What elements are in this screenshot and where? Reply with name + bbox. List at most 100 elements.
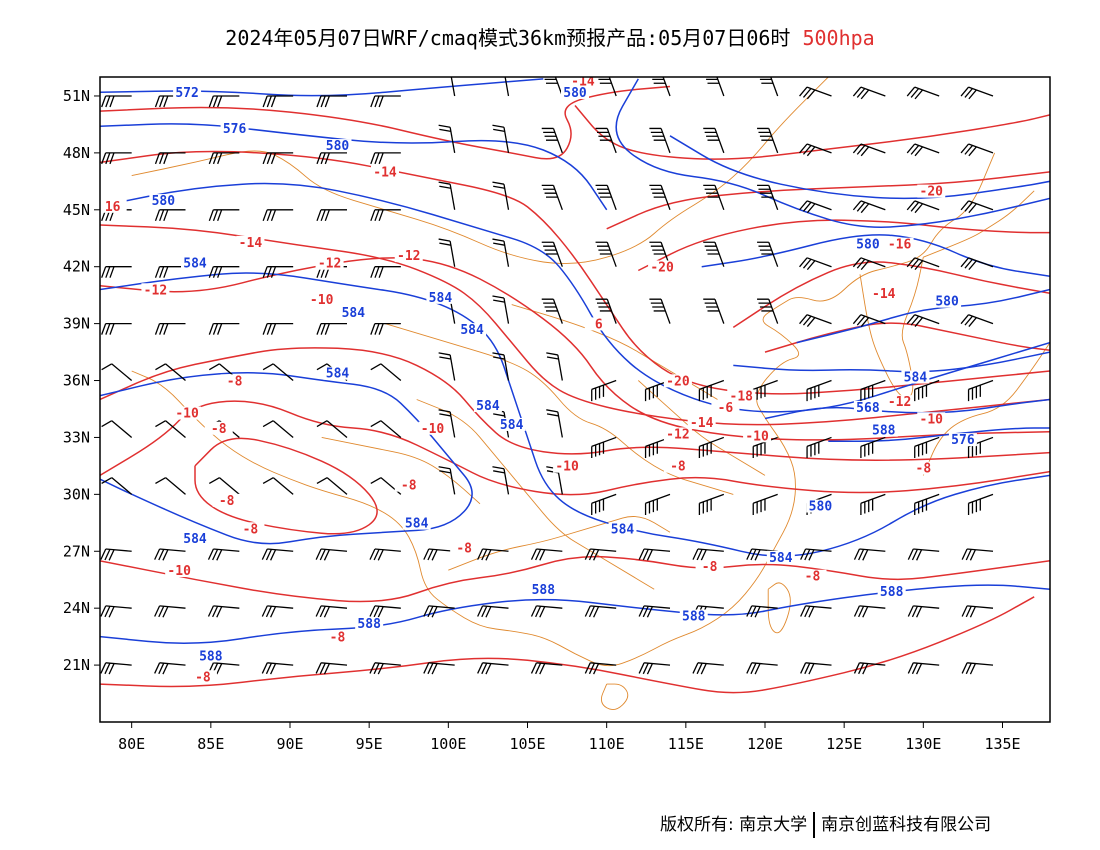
wind-barb [450, 77, 456, 97]
wind-barb [967, 379, 994, 402]
label-bg [236, 235, 265, 249]
label-bg [394, 478, 423, 492]
label-bg [100, 199, 127, 213]
temperature-label: -8 [670, 460, 686, 475]
label-bg [877, 584, 906, 598]
copyright: 版权所有: 南京大学 南京创蓝科技有限公司 [660, 810, 991, 838]
wind-barb [370, 209, 401, 222]
wind-barb [757, 298, 779, 324]
wind-barb [914, 436, 940, 459]
wind-barb [370, 95, 401, 108]
label-bg [236, 522, 265, 536]
wind-barb [101, 322, 132, 335]
wind-barb [960, 257, 994, 271]
lat-tick-label: 27N [63, 542, 90, 560]
wind-barb [860, 379, 886, 402]
temperature-labels: -14 -14 -14 16 -12 -12 -12 -10 -20 -20 -16 -14 6 -8 -1… [100, 77, 946, 685]
wind-barb [799, 143, 832, 157]
label-bg [917, 412, 946, 426]
temperature-contour-line [100, 150, 1050, 395]
temperature-label: -8 [227, 374, 243, 389]
label-bg [853, 400, 882, 414]
label-bg [394, 249, 423, 263]
lon-tick-label: 110E [589, 735, 625, 753]
height-label: 584 [904, 371, 928, 386]
wind-barb [906, 257, 940, 271]
wind-barb [698, 493, 725, 515]
temperature-label: -8 [211, 422, 227, 437]
wind-barb [438, 352, 456, 381]
wind-barb [906, 314, 940, 327]
wind-barb [544, 77, 563, 97]
wind-barb [438, 409, 456, 438]
wind-barb [477, 605, 509, 618]
wind-barb [492, 238, 510, 267]
wind-barb [960, 200, 994, 214]
wind-barb [960, 314, 994, 327]
temperature-label: -10 [310, 293, 334, 308]
wind-barb [369, 548, 401, 561]
wind-barb [262, 363, 294, 382]
temperature-label: -20 [666, 374, 690, 389]
border-line [448, 516, 671, 571]
height-label: 580 [563, 86, 587, 101]
wind-barb [316, 477, 348, 495]
wind-barbs [100, 77, 994, 675]
label-bg [663, 374, 692, 388]
wind-barb [492, 124, 510, 153]
wind-barb [492, 295, 510, 324]
wind-barb [100, 662, 132, 675]
wind-barb [438, 238, 456, 267]
height-label: 584 [183, 532, 207, 547]
height-label: 584 [500, 418, 524, 433]
wind-barb [101, 95, 132, 108]
label-bg [323, 139, 352, 153]
wind-barb [800, 605, 832, 618]
temperature-contour-line [100, 596, 1035, 694]
wind-barb [208, 266, 240, 278]
wind-barb [154, 605, 186, 618]
wind-barb [316, 152, 347, 165]
border-line [416, 399, 655, 590]
label-bg [584, 317, 613, 331]
height-label: 584 [769, 551, 793, 566]
label-bg [568, 77, 597, 88]
wind-barb [961, 548, 994, 561]
lon-tick-label: 115E [668, 735, 704, 753]
label-bg [173, 85, 202, 99]
label-bg [497, 417, 526, 431]
temperature-label: -12 [397, 249, 420, 264]
label-bg [204, 421, 233, 435]
wind-barb [154, 209, 186, 222]
wind-barb [800, 662, 832, 675]
wind-barb [262, 152, 294, 165]
label-bg [450, 541, 479, 555]
height-contour-line [669, 135, 1050, 200]
wind-barb [370, 322, 401, 335]
wind-barb [649, 127, 671, 154]
label-bg [181, 531, 209, 545]
border-line [922, 342, 1050, 476]
map-frame [99, 76, 1051, 723]
temperature-contour-line [194, 437, 378, 535]
height-label: 588 [872, 424, 896, 439]
wind-barb [370, 152, 401, 165]
wind-barb [752, 379, 778, 402]
wind-barb [746, 605, 778, 618]
wind-barb [906, 143, 940, 157]
temperature-label: -20 [920, 185, 944, 200]
label-bg [426, 290, 455, 304]
height-labels: 5725765805805805845845845845845845845845… [149, 85, 977, 664]
label-bg [798, 569, 827, 583]
label-bg [885, 237, 914, 251]
height-label: 584 [611, 522, 635, 537]
wind-barb [906, 86, 940, 100]
wind-barb [852, 314, 886, 327]
wind-barb [155, 420, 186, 438]
label-bg [458, 323, 487, 337]
temperature-label: -12 [888, 395, 911, 410]
label-bg [149, 194, 178, 208]
wind-barb [438, 124, 456, 153]
temperature-contour-line [100, 257, 1050, 441]
temperature-label: -8 [243, 522, 259, 537]
